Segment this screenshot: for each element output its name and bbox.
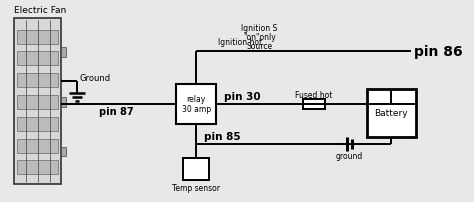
Text: Battery: Battery xyxy=(374,109,408,118)
Bar xyxy=(303,100,325,109)
Bar xyxy=(17,139,58,153)
Bar xyxy=(14,19,62,184)
Bar xyxy=(17,117,58,131)
Text: Ground: Ground xyxy=(79,73,110,82)
Text: Temp sensor: Temp sensor xyxy=(172,183,220,192)
Text: "on"only: "on"only xyxy=(243,33,276,42)
Bar xyxy=(17,74,58,88)
Bar xyxy=(17,52,58,66)
Bar xyxy=(17,96,58,109)
Text: Electric Fan: Electric Fan xyxy=(14,6,66,15)
Text: pin 30: pin 30 xyxy=(224,92,261,102)
Text: Source: Source xyxy=(246,42,273,51)
Text: Fused hot: Fused hot xyxy=(295,90,333,99)
Bar xyxy=(62,98,66,107)
Bar xyxy=(17,161,58,175)
Text: Ignition S: Ignition S xyxy=(241,24,278,33)
Text: pin 86: pin 86 xyxy=(414,45,463,59)
Text: Ignition hot: Ignition hot xyxy=(218,38,262,47)
Bar xyxy=(176,85,216,124)
Text: pin 87: pin 87 xyxy=(99,106,134,116)
Bar xyxy=(183,159,209,180)
Text: pin 85: pin 85 xyxy=(204,131,241,141)
Bar xyxy=(366,90,416,137)
Bar xyxy=(17,31,58,44)
Text: relay: relay xyxy=(187,94,206,103)
Text: 30 amp: 30 amp xyxy=(182,105,211,114)
Bar xyxy=(62,147,66,157)
Text: · ·: · · xyxy=(354,139,365,149)
Text: ground: ground xyxy=(335,151,363,160)
Bar xyxy=(62,48,66,58)
